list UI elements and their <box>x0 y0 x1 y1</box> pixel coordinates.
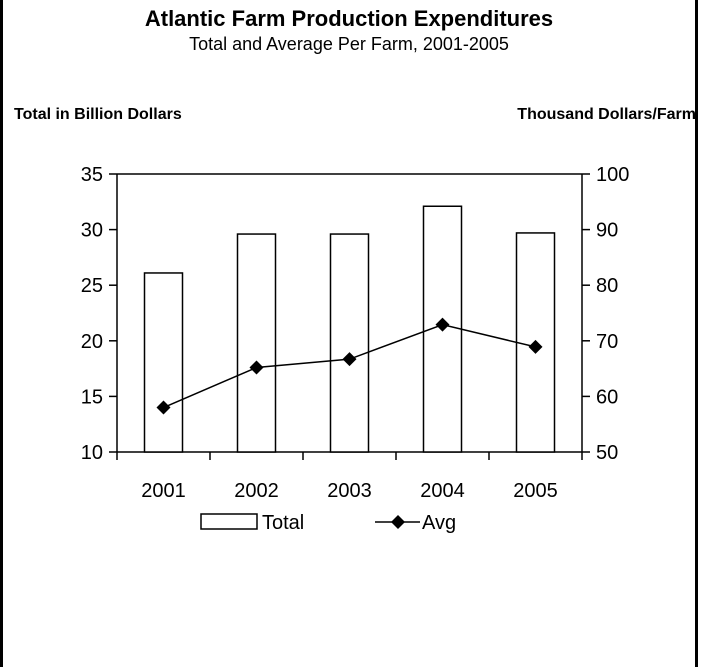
bar-total <box>329 233 370 453</box>
x-tick-label: 2005 <box>513 480 558 502</box>
x-tick-label: 2001 <box>141 480 186 502</box>
left-tick-label: 20 <box>81 331 103 353</box>
right-tick-label: 100 <box>596 164 629 186</box>
right-tick-label: 70 <box>596 331 618 353</box>
left-tick-label: 25 <box>81 275 103 297</box>
legend-label-avg: Avg <box>422 512 456 534</box>
right-axis-title: Thousand Dollars/Farm <box>517 106 696 123</box>
left-tick-label: 15 <box>81 386 103 408</box>
legend-marker-avg <box>391 515 405 529</box>
x-tick-label: 2003 <box>327 480 372 502</box>
legend-label-total: Total <box>262 512 304 534</box>
avg-point-marker <box>528 339 543 354</box>
x-tick-label: 2002 <box>234 480 279 502</box>
left-tick-label: 30 <box>81 220 103 242</box>
bar-total <box>236 233 277 453</box>
avg-point-marker <box>249 360 264 375</box>
right-tick-label: 60 <box>596 386 618 408</box>
chart-title: Atlantic Farm Production Expenditures <box>144 6 554 31</box>
left-tick-label: 35 <box>81 164 103 186</box>
x-tick-label: 2004 <box>420 480 465 502</box>
bar-total <box>143 272 184 453</box>
right-tick-label: 90 <box>596 220 618 242</box>
avg-point-marker <box>156 400 171 415</box>
avg-point-marker <box>342 352 357 367</box>
legend-swatch-total <box>200 513 258 530</box>
left-tick-label: 10 <box>81 442 103 464</box>
right-tick-label: 50 <box>596 442 618 464</box>
chart-subtitle: Total and Average Per Farm, 2001-2005 <box>189 34 509 54</box>
avg-point-marker <box>435 317 450 332</box>
left-axis-title: Total in Billion Dollars <box>14 106 182 123</box>
right-tick-label: 80 <box>596 275 618 297</box>
